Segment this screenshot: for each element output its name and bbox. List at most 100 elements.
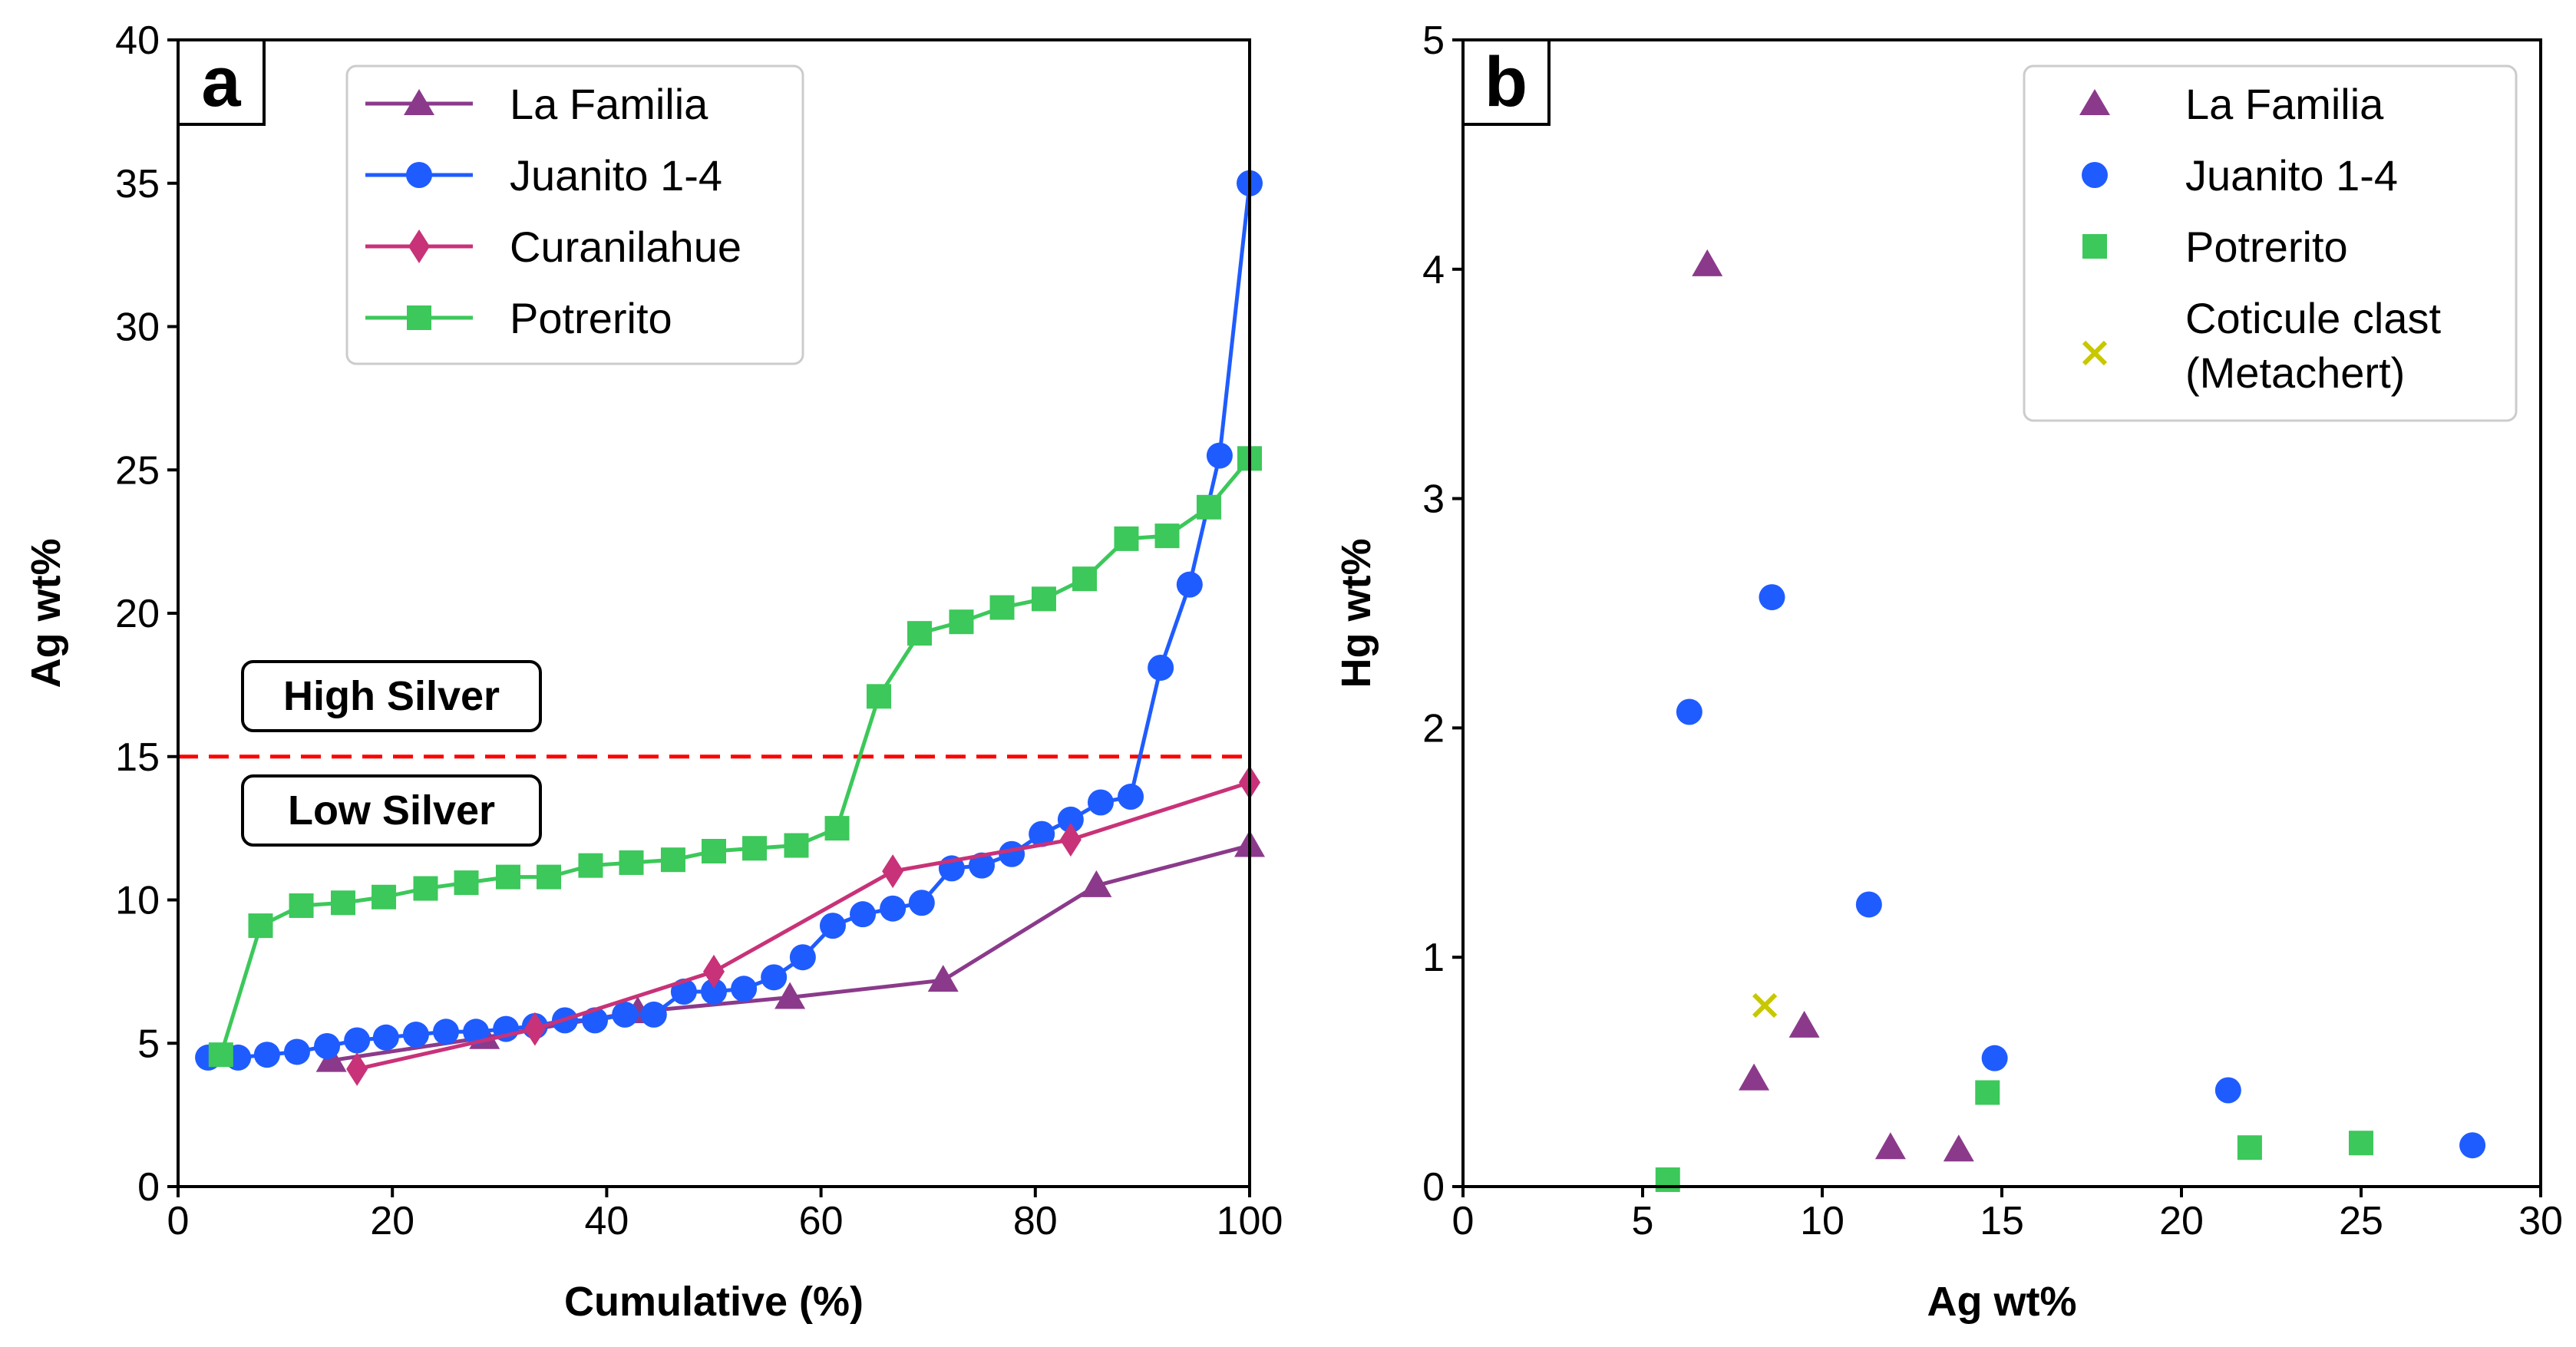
data-point-juanito-1-4: [969, 852, 995, 879]
panel-a-frame: [177, 38, 1251, 1188]
data-point-potrerito: [784, 833, 809, 858]
data-point-juanito-1-4: [2214, 1077, 2241, 1104]
y-tick-label: 10: [115, 879, 160, 923]
data-point-potrerito: [949, 609, 974, 635]
data-point-juanito-1-4: [789, 944, 816, 971]
panel-a-series: [195, 170, 1265, 1086]
legend-a-diamond-marker: [408, 229, 430, 263]
x-tick-label: 25: [2339, 1199, 2383, 1243]
x-tick-label: 0: [1452, 1199, 1475, 1243]
data-point-juanito-1-4: [1148, 654, 1174, 681]
data-point-potrerito: [1114, 526, 1139, 551]
panel-b-label: b: [1485, 43, 1527, 121]
x-tick-label: 60: [799, 1199, 844, 1243]
data-point-juanito-1-4: [1029, 820, 1055, 847]
legend-a-text-juanito: Juanito 1-4: [510, 151, 722, 200]
data-point-curanilahue: [523, 1012, 546, 1046]
data-point-coticule-clast: [1752, 992, 1778, 1019]
panel-a-label: a: [201, 43, 241, 121]
data-point-potrerito: [1154, 523, 1180, 549]
legend-b-text-coticule: Coticule clast: [2185, 294, 2441, 342]
y-tick-label: 15: [115, 735, 160, 780]
data-point-juanito-1-4: [463, 1019, 490, 1045]
data-point-juanito-1-4: [1676, 698, 1702, 725]
y-tick-label: 0: [1422, 1165, 1445, 1210]
data-point-juanito-1-4: [1855, 891, 1882, 918]
panel-b-frame: [1461, 38, 2542, 1188]
panel-a-legend: La Familia Juanito 1-4 Curanilahue Potre…: [345, 64, 804, 365]
data-point-potrerito: [989, 595, 1015, 620]
data-point-la-familia: [1943, 1134, 1974, 1162]
data-point-juanito-1-4: [701, 979, 727, 1005]
data-point-potrerito: [660, 847, 685, 873]
data-point-la-familia: [1874, 1132, 1906, 1160]
y-tick-label: 0: [137, 1165, 160, 1210]
data-point-potrerito: [372, 884, 397, 910]
y-tick-label: 5: [137, 1022, 160, 1066]
scatter-la-familia: [1692, 249, 1974, 1162]
data-point-juanito-1-4: [372, 1024, 399, 1051]
scatter-potrerito: [1655, 1080, 2373, 1193]
data-point-potrerito: [824, 816, 850, 841]
panel-b-legend: La Familia Juanito 1-4 Potrerito Coticul…: [2023, 64, 2518, 422]
data-point-la-familia: [774, 982, 806, 1009]
legend-b-text-metachert: (Metachert): [2185, 348, 2405, 397]
data-point-potrerito: [2237, 1135, 2262, 1160]
data-point-curanilahue: [1059, 823, 1082, 857]
data-point-juanito-1-4: [850, 901, 877, 928]
x-tick-label: 30: [2518, 1199, 2563, 1243]
data-point-potrerito: [1196, 494, 1221, 520]
data-point-juanito-1-4: [1118, 784, 1144, 811]
y-tick-label: 20: [115, 592, 160, 636]
data-point-potrerito: [1072, 566, 1098, 592]
panel-b-ylabel: Hg wt%: [1333, 539, 1379, 688]
data-point-juanito-1-4: [1057, 806, 1084, 833]
y-tick-label: 5: [1422, 18, 1445, 63]
data-point-potrerito: [413, 876, 438, 901]
panel-b-legend-box: [2023, 64, 2518, 422]
data-point-juanito-1-4: [999, 840, 1025, 867]
panel-b-xlabel: Ag wt%: [1927, 1279, 2077, 1325]
legend-b-x-marker: [2082, 340, 2108, 366]
data-point-potrerito: [907, 621, 933, 646]
data-point-la-familia: [1081, 870, 1112, 897]
data-point-juanito-1-4: [761, 964, 788, 991]
data-point-juanito-1-4: [1087, 789, 1114, 816]
legend-a-text-potrerito: Potrerito: [510, 294, 672, 342]
data-point-potrerito: [702, 839, 726, 864]
x-tick-label: 80: [1013, 1199, 1058, 1243]
x-tick-label: 15: [1980, 1199, 2024, 1243]
y-tick-label: 2: [1422, 706, 1445, 751]
series-potrerito: [208, 446, 1262, 1068]
x-tick-label: 40: [584, 1199, 629, 1243]
data-point-curanilahue: [703, 954, 725, 989]
data-point-potrerito: [619, 850, 644, 875]
scatter-coticule-clast: [1752, 992, 1778, 1019]
data-point-juanito-1-4: [1206, 442, 1233, 469]
data-point-juanito-1-4: [314, 1032, 341, 1059]
y-tick-label: 3: [1422, 477, 1445, 522]
panel-a-xlabel: Cumulative (%): [564, 1279, 864, 1325]
low-silver-box: [241, 774, 542, 847]
data-point-potrerito: [1031, 586, 1056, 612]
data-point-juanito-1-4: [283, 1038, 310, 1065]
panel-b: 0 5 10 15 20 25 30 0 1 2 3 4 5 b Ag wt% Hg wt% La Fa…: [1333, 18, 2563, 1325]
data-point-potrerito: [208, 1042, 233, 1068]
series-curanilahue: [346, 765, 1260, 1086]
x-tick-label: 5: [1632, 1199, 1654, 1243]
data-point-juanito-1-4: [731, 976, 758, 1002]
data-point-juanito-1-4: [819, 913, 846, 939]
legend-a-square-marker: [407, 305, 431, 330]
panel-b-series: [1655, 249, 2486, 1193]
data-point-la-familia: [927, 965, 959, 992]
data-point-juanito-1-4: [908, 890, 935, 916]
data-point-juanito-1-4: [2459, 1132, 2486, 1159]
data-point-curanilahue: [346, 1052, 368, 1086]
legend-b-circle-marker: [2082, 162, 2108, 188]
y-tick-label: 4: [1422, 248, 1445, 292]
data-point-juanito-1-4: [640, 1001, 667, 1028]
data-point-juanito-1-4: [344, 1027, 371, 1054]
low-silver-label: Low Silver: [288, 787, 495, 834]
y-tick-label: 1: [1422, 936, 1445, 980]
data-point-potrerito: [537, 864, 562, 890]
